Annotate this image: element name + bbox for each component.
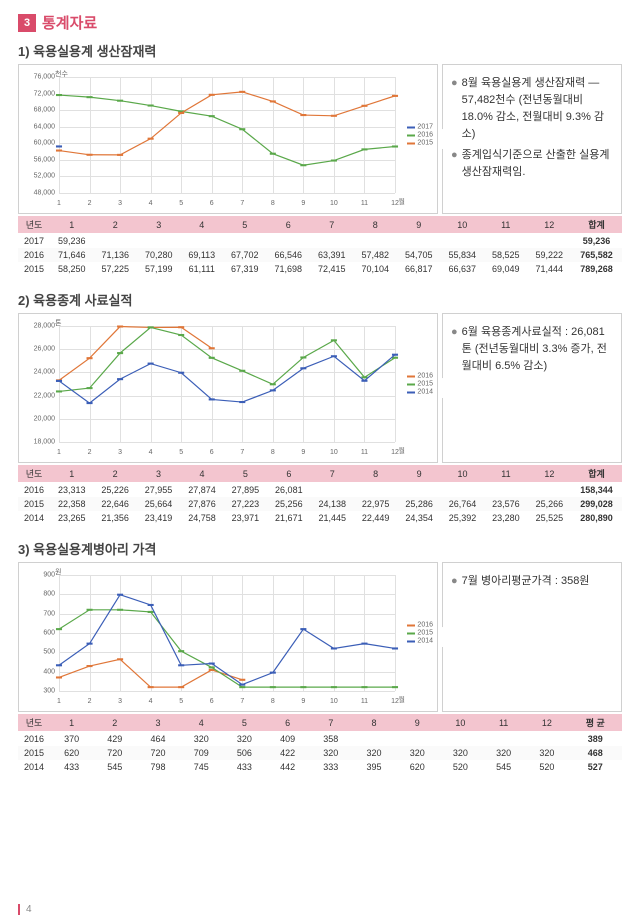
- table-header-cell: 년도: [18, 714, 50, 732]
- table-header-cell: 4: [181, 216, 224, 234]
- table-header-cell: 년도: [18, 216, 50, 234]
- table-header-cell: 8: [354, 216, 398, 234]
- table-header-cell: 4: [180, 465, 223, 483]
- bullet-icon: ●: [451, 573, 458, 590]
- table-header-cell: 6: [267, 216, 311, 234]
- table-header-cell: 11: [484, 216, 528, 234]
- table-header-cell: 2: [93, 465, 136, 483]
- table-header-cell: 3: [137, 216, 181, 234]
- table-header-cell: 1: [50, 216, 94, 234]
- table-header-cell: 5: [223, 714, 266, 732]
- table-row: 201522,35822,64625,66427,87627,22325,256…: [18, 497, 622, 511]
- table-row: 2016370429464320320409358389: [18, 732, 622, 747]
- table-header-cell: 4: [180, 714, 223, 732]
- table-header-cell: 합계: [571, 465, 622, 483]
- table-header-cell: 11: [484, 465, 527, 483]
- table-header-cell: 10: [441, 465, 484, 483]
- description-box: ●6월 육용종계사료실적 : 26,081톤 (전년동월대비 3.3% 증가, …: [442, 313, 622, 463]
- table-row: 201423,26521,35623,41924,75823,97121,671…: [18, 511, 622, 525]
- description-text: 종계입식기준으로 산출한 실용계 생산잠재력임.: [462, 147, 613, 181]
- data-table: 년도123456789101112합계201623,31325,22627,95…: [18, 465, 622, 525]
- table-header-cell: 1: [50, 714, 93, 732]
- bullet-icon: ●: [451, 75, 458, 143]
- section-badge: 3: [18, 14, 36, 32]
- table-header-cell: 10: [439, 714, 482, 732]
- data-table: 년도123456789101112평 균20163704294643203204…: [18, 714, 622, 774]
- subsection-title: 2) 육용종계 사료실적: [18, 290, 622, 309]
- table-header-cell: 2: [93, 714, 136, 732]
- description-text: 7월 병아리평균가격 : 358원: [462, 573, 590, 590]
- table-header-cell: 10: [441, 216, 485, 234]
- table-header-cell: 12: [528, 465, 571, 483]
- table-header-cell: 12: [528, 216, 572, 234]
- table-header-cell: 6: [266, 714, 309, 732]
- chart: 18,00020,00022,00024,00026,00028,0001234…: [18, 313, 438, 463]
- data-table: 년도123456789101112합계201759,23659,23620167…: [18, 216, 622, 276]
- page-header: 3 통계자료: [18, 12, 622, 33]
- table-row: 2015620720720709506422320320320320320320…: [18, 746, 622, 760]
- table-row: 201558,25057,22557,19961,11167,31971,698…: [18, 262, 622, 276]
- description-box: ●7월 병아리평균가격 : 358원: [442, 562, 622, 712]
- table-header-cell: 9: [397, 216, 441, 234]
- table-header-cell: 8: [352, 714, 395, 732]
- table-header-cell: 년도: [18, 465, 50, 483]
- table-header-cell: 평 균: [568, 714, 622, 732]
- subsection-title: 3) 육용실용계병아리 가격: [18, 539, 622, 558]
- chart: 300400500600700800900123456789101112원월20…: [18, 562, 438, 712]
- section-title: 통계자료: [42, 12, 97, 33]
- bullet-icon: ●: [451, 324, 458, 375]
- table-row: 201671,64671,13670,28069,11367,70266,546…: [18, 248, 622, 262]
- table-header-cell: 3: [137, 465, 180, 483]
- table-header-cell: 6: [267, 465, 310, 483]
- table-header-cell: 5: [224, 465, 267, 483]
- table-row: 2014433545798745433442333395620520545520…: [18, 760, 622, 774]
- table-header-cell: 합계: [571, 216, 622, 234]
- table-header-cell: 1: [50, 465, 93, 483]
- table-row: 201759,23659,236: [18, 234, 622, 249]
- table-header-cell: 7: [311, 465, 354, 483]
- bullet-icon: ●: [451, 147, 458, 181]
- chart: 48,00052,00056,00060,00064,00068,00072,0…: [18, 64, 438, 214]
- description-box: ●8월 육용실용계 생산잠재력 — 57,482천수 (전년동월대비 18.0%…: [442, 64, 622, 214]
- table-header-cell: 9: [396, 714, 439, 732]
- subsection-title: 1) 육용실용계 생산잠재력: [18, 41, 622, 60]
- table-header-cell: 5: [223, 216, 267, 234]
- description-text: 6월 육용종계사료실적 : 26,081톤 (전년동월대비 3.3% 증가, 전…: [462, 324, 613, 375]
- table-header-cell: 2: [94, 216, 138, 234]
- table-header-cell: 3: [136, 714, 179, 732]
- table-header-cell: 11: [482, 714, 525, 732]
- table-row: 201623,31325,22627,95527,87427,89526,081…: [18, 483, 622, 498]
- table-header-cell: 7: [309, 714, 352, 732]
- table-header-cell: 9: [397, 465, 440, 483]
- table-header-cell: 12: [525, 714, 568, 732]
- description-text: 8월 육용실용계 생산잠재력 — 57,482천수 (전년동월대비 18.0% …: [462, 75, 613, 143]
- table-header-cell: 8: [354, 465, 397, 483]
- page-number: 4: [18, 904, 32, 915]
- table-header-cell: 7: [310, 216, 354, 234]
